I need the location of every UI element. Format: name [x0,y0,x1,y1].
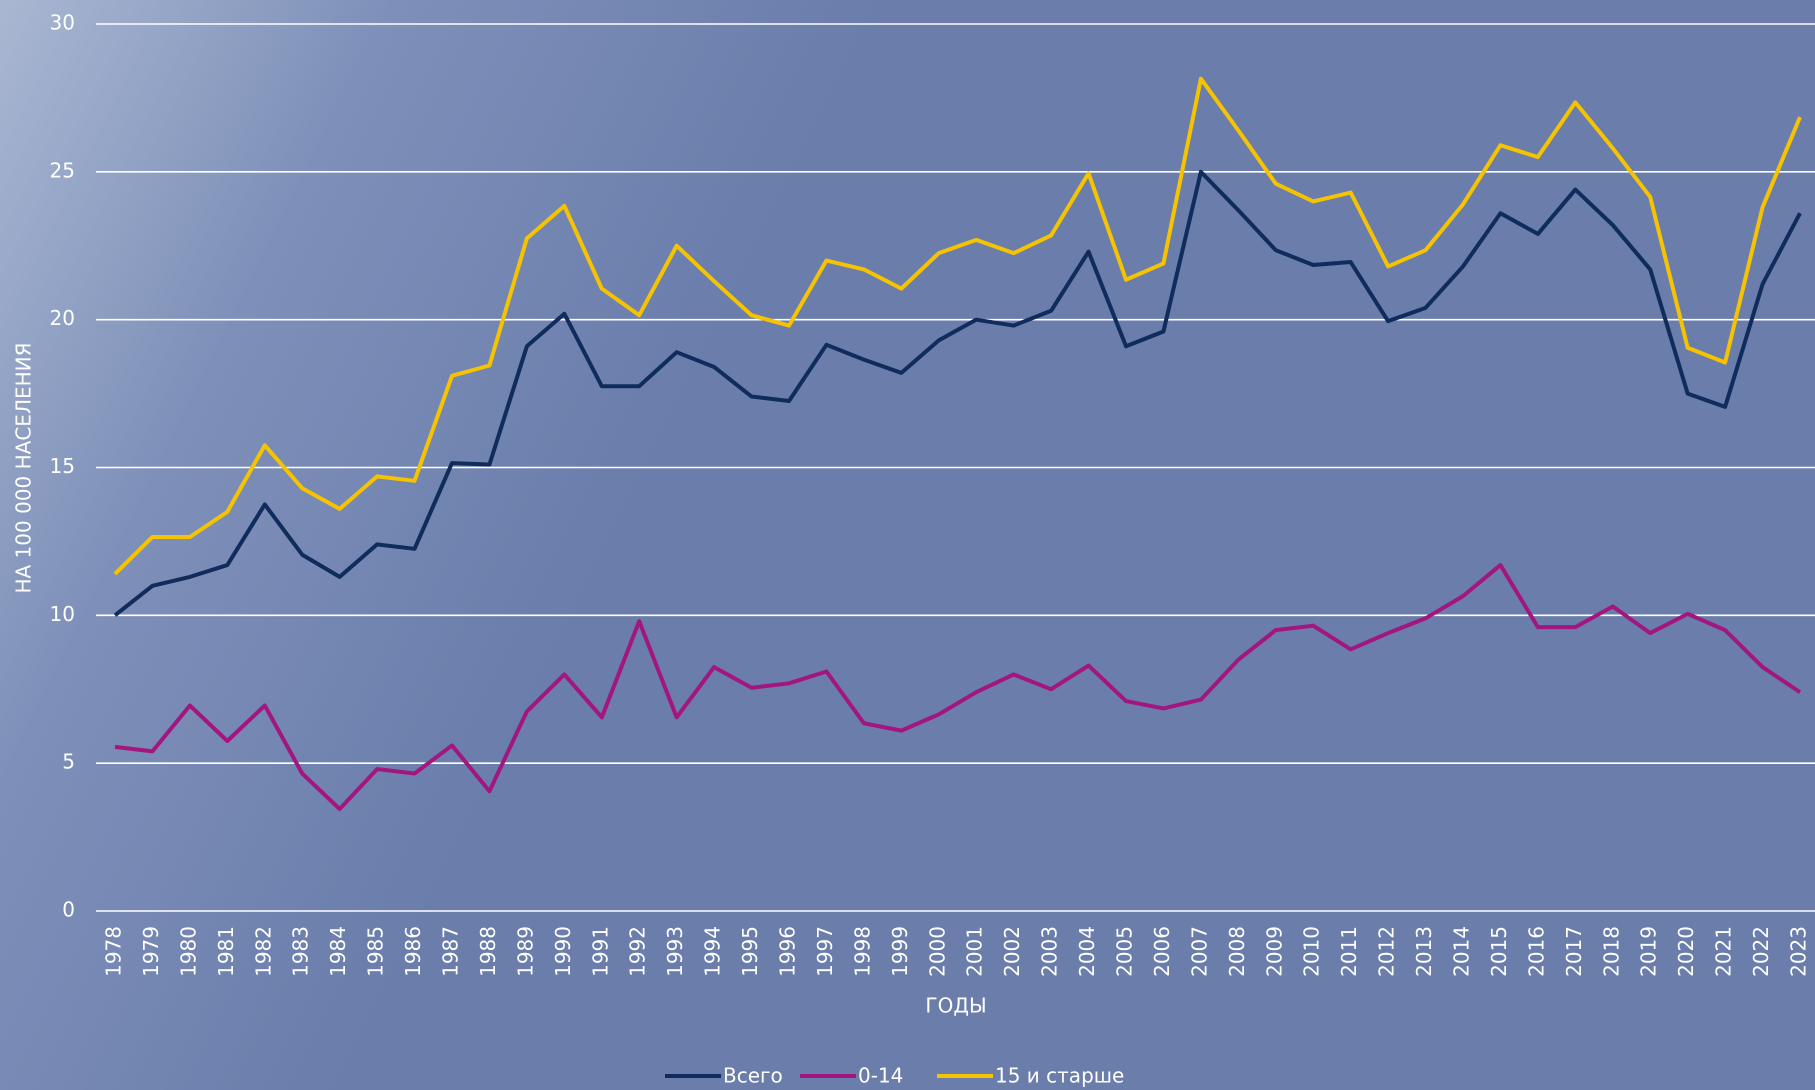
x-tick-label: 2017 [1562,926,1586,977]
legend-label: 15 и старше [995,1064,1124,1088]
x-tick-label: 2009 [1262,926,1286,977]
x-axis-title: ГОДЫ [925,994,986,1018]
x-tick-label: 2010 [1300,926,1324,977]
x-tick-label: 2002 [1000,926,1024,977]
x-tick-label: 1992 [626,926,650,977]
y-tick-label: 10 [50,602,75,626]
legend-label: Всего [723,1064,783,1088]
x-tick-label: 2021 [1712,926,1736,977]
x-tick-label: 2020 [1674,926,1698,977]
y-tick-label: 15 [50,454,75,478]
y-tick-label: 20 [50,306,75,330]
legend-label: 0-14 [858,1064,903,1088]
x-tick-label: 1996 [776,926,800,977]
x-tick-label: 1998 [850,926,874,977]
x-tick-label: 1978 [102,926,126,977]
x-tick-label: 1986 [401,926,425,977]
y-tick-label: 5 [62,750,75,774]
x-tick-label: 1979 [139,926,163,977]
x-tick-label: 1983 [289,926,313,977]
x-tick-label: 1994 [701,926,725,977]
x-tick-label: 1984 [326,926,350,977]
series-line [114,563,1802,811]
y-tick-label: 25 [50,158,75,182]
x-tick-label: 1999 [888,926,912,977]
series-line [113,169,1802,617]
x-tick-label: 2003 [1038,926,1062,977]
x-tick-label: 2019 [1637,926,1661,977]
x-tick-label: 2012 [1375,926,1399,977]
x-tick-label: 2018 [1599,926,1623,977]
x-tick-label: 1982 [251,926,275,977]
y-tick-label: 0 [62,898,75,922]
x-tick-label: 2013 [1412,926,1436,977]
x-tick-label: 2005 [1113,926,1137,977]
y-axis-title: НА 100 000 НАСЕЛЕНИЯ [12,342,36,593]
x-tick-label: 1985 [364,926,388,977]
x-tick-label: 1988 [476,926,500,977]
x-tick-label: 1989 [513,926,537,977]
x-tick-label: 1991 [588,926,612,977]
x-tick-label: 2011 [1337,926,1361,977]
x-tick-label: 2015 [1487,926,1511,977]
x-tick-label: 2014 [1450,926,1474,977]
x-tick-label: 2007 [1187,926,1211,977]
x-tick-label: 1995 [738,926,762,977]
x-tick-label: 2008 [1225,926,1249,977]
x-tick-label: 2004 [1075,926,1099,977]
x-tick-label: 1997 [813,926,837,977]
x-tick-label: 2016 [1524,926,1548,977]
y-tick-label: 30 [50,11,75,35]
x-tick-label: 1987 [439,926,463,977]
x-tick-label: 2023 [1787,926,1811,977]
x-tick-label: 2001 [963,926,987,977]
x-tick-label: 2000 [925,926,949,977]
x-tick-label: 1981 [214,926,238,977]
x-tick-label: 1993 [663,926,687,977]
x-tick-label: 1980 [176,926,200,977]
series-line [113,76,1802,576]
x-tick-label: 2022 [1749,926,1773,977]
x-tick-label: 1990 [551,926,575,977]
x-tick-label: 2006 [1150,926,1174,977]
